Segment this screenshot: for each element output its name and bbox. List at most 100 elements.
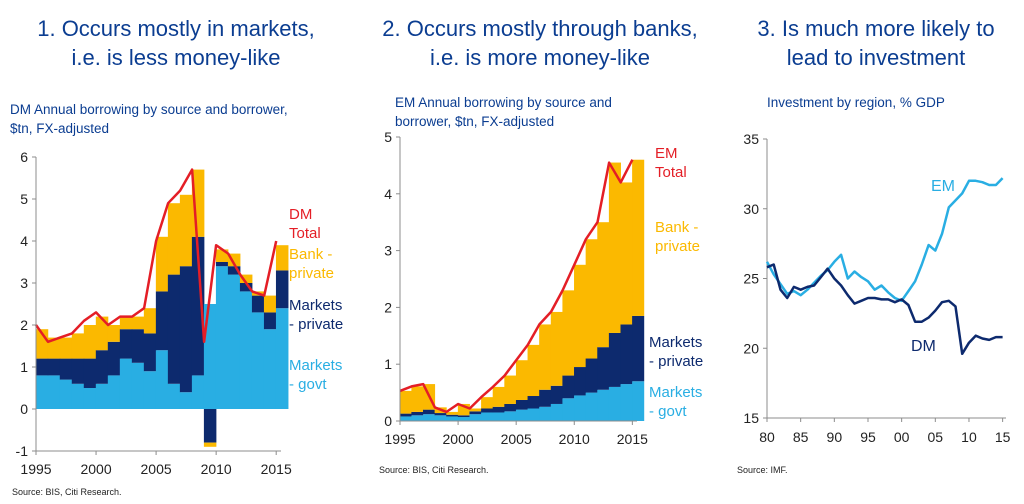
heading-line: 2. Occurs mostly through banks, <box>382 16 698 41</box>
area-segment-markets-private <box>608 332 621 387</box>
area-segment-bank-private <box>107 325 121 342</box>
area-segment-markets-private <box>215 262 229 267</box>
area-segment-markets-govt <box>83 388 97 409</box>
series-line-dm <box>766 263 1003 356</box>
heading-line: i.e. is more money-like <box>429 45 651 70</box>
series-label-markets-private: - private <box>649 353 703 370</box>
x-tick-label: 2000 <box>443 431 474 447</box>
area-segment-markets-govt <box>632 381 645 421</box>
y-tick-label: 4 <box>20 233 28 249</box>
area-segment-markets-private <box>143 333 157 372</box>
area-segment-markets-govt <box>155 350 169 409</box>
area-segment-bank-private <box>550 311 563 386</box>
series-label-bank-private: private <box>655 238 700 255</box>
area-segment-markets-govt <box>263 329 277 409</box>
area-segment-markets-govt <box>574 395 587 421</box>
x-tick-label: 95 <box>860 429 876 445</box>
y-tick-label: 1 <box>20 359 28 375</box>
area-segment-bank-private <box>608 162 621 333</box>
subtitle-line: Investment by region, % GDP <box>767 95 945 110</box>
area-segment-bank-private <box>481 397 494 409</box>
y-tick-label: 5 <box>20 191 28 207</box>
y-tick-label: 25 <box>743 271 759 287</box>
area-segment-markets-private <box>492 406 505 413</box>
area-segment-bank-private <box>131 316 145 330</box>
area-segment-markets-govt <box>59 379 73 409</box>
source-note: Source: IMF. <box>737 465 788 475</box>
area-segment-markets-govt <box>275 308 289 409</box>
area-segment-bank-private <box>95 316 109 351</box>
x-tick-label: 10 <box>961 429 977 445</box>
area-segment-markets-private <box>434 413 447 416</box>
series-label-markets-govt: Markets <box>649 384 702 401</box>
area-segment-bank-private <box>203 442 217 447</box>
area-segment-markets-private <box>423 409 436 415</box>
y-tick-label: 3 <box>20 275 28 291</box>
series-label-bank-private: Bank - <box>655 219 698 236</box>
x-tick-label: 2005 <box>141 461 172 477</box>
area-segment-bank-private <box>399 390 412 414</box>
area-segment-bank-private <box>469 408 482 412</box>
y-tick-label: 4 <box>384 186 392 202</box>
area-segment-bank-private <box>275 245 289 271</box>
area-segment-markets-private <box>620 324 633 385</box>
area-segment-markets-govt <box>251 312 265 409</box>
area-segment-markets-govt <box>47 375 61 409</box>
series-line-em <box>765 177 1004 303</box>
subtitle-line: borrower, $tn, FX-adjusted <box>395 114 555 129</box>
y-tick-label: 30 <box>743 201 759 217</box>
area-segment-bank-private <box>597 222 610 348</box>
y-tick-label: 6 <box>20 149 28 165</box>
area-segment-bank-private <box>71 333 85 359</box>
area-segment-markets-govt <box>167 383 181 409</box>
chart-subtitle: DM Annual borrowing by source and borrow… <box>10 100 288 138</box>
panel-heading: 3. Is much more likely to lead to invest… <box>728 14 1024 72</box>
area-segment-bank-private <box>411 386 424 412</box>
area-segment-markets-private <box>527 396 540 409</box>
area-segment-markets-private <box>107 341 121 376</box>
area-segment-markets-govt <box>446 416 459 421</box>
area-segment-markets-private <box>83 358 97 388</box>
y-tick-label: 1 <box>384 356 392 372</box>
area-segment-markets-govt <box>608 386 621 421</box>
area-segment-markets-govt <box>492 412 505 421</box>
chart-subtitle: EM Annual borrowing by source and borrow… <box>395 93 612 131</box>
area-segment-markets-govt <box>434 415 447 421</box>
heading-line: lead to investment <box>786 45 966 70</box>
area-segment-markets-private <box>131 329 145 363</box>
area-segment-bank-private <box>167 203 181 275</box>
area-segment-markets-private <box>47 358 61 376</box>
x-tick-label: 00 <box>894 429 910 445</box>
area-segment-markets-private <box>227 266 241 275</box>
subtitle-line: DM Annual borrowing by source and borrow… <box>10 102 288 117</box>
area-segment-markets-govt <box>71 383 85 409</box>
heading-line: 3. Is much more likely to <box>757 16 995 41</box>
area-segment-markets-govt <box>527 408 540 421</box>
area-segment-markets-private <box>59 358 73 380</box>
area-segment-bank-private <box>143 308 157 334</box>
area-segment-markets-private <box>481 408 494 413</box>
area-segment-markets-private <box>585 358 598 393</box>
panel-investment: 3. Is much more likely to lead to invest… <box>728 0 1024 504</box>
area-segment-markets-private <box>251 295 265 313</box>
area-segment-markets-private <box>155 291 169 351</box>
x-tick-label: 85 <box>793 429 809 445</box>
area-segment-markets-private <box>539 389 552 407</box>
area-segment-bank-private <box>585 239 598 359</box>
x-tick-label: 15 <box>995 429 1011 445</box>
area-segment-markets-private <box>574 367 587 396</box>
x-tick-label: 1995 <box>384 431 415 447</box>
panel-heading: 1. Occurs mostly in markets, i.e. is les… <box>0 14 352 72</box>
area-segment-markets-govt <box>227 274 241 409</box>
heading-line: i.e. is less money-like <box>71 45 281 70</box>
area-segment-markets-private <box>239 283 253 292</box>
panel-em-borrowing: 2. Occurs mostly through banks, i.e. is … <box>352 0 728 504</box>
area-segment-markets-private <box>191 236 205 376</box>
area-segment-bank-private <box>574 264 587 368</box>
area-segment-bank-private <box>239 274 253 283</box>
area-segment-markets-private <box>71 358 85 384</box>
y-tick-label: 5 <box>384 129 392 145</box>
series-label-dm-total: DM <box>289 206 312 223</box>
area-segment-markets-govt <box>469 414 482 421</box>
y-tick-label: -1 <box>16 443 29 459</box>
